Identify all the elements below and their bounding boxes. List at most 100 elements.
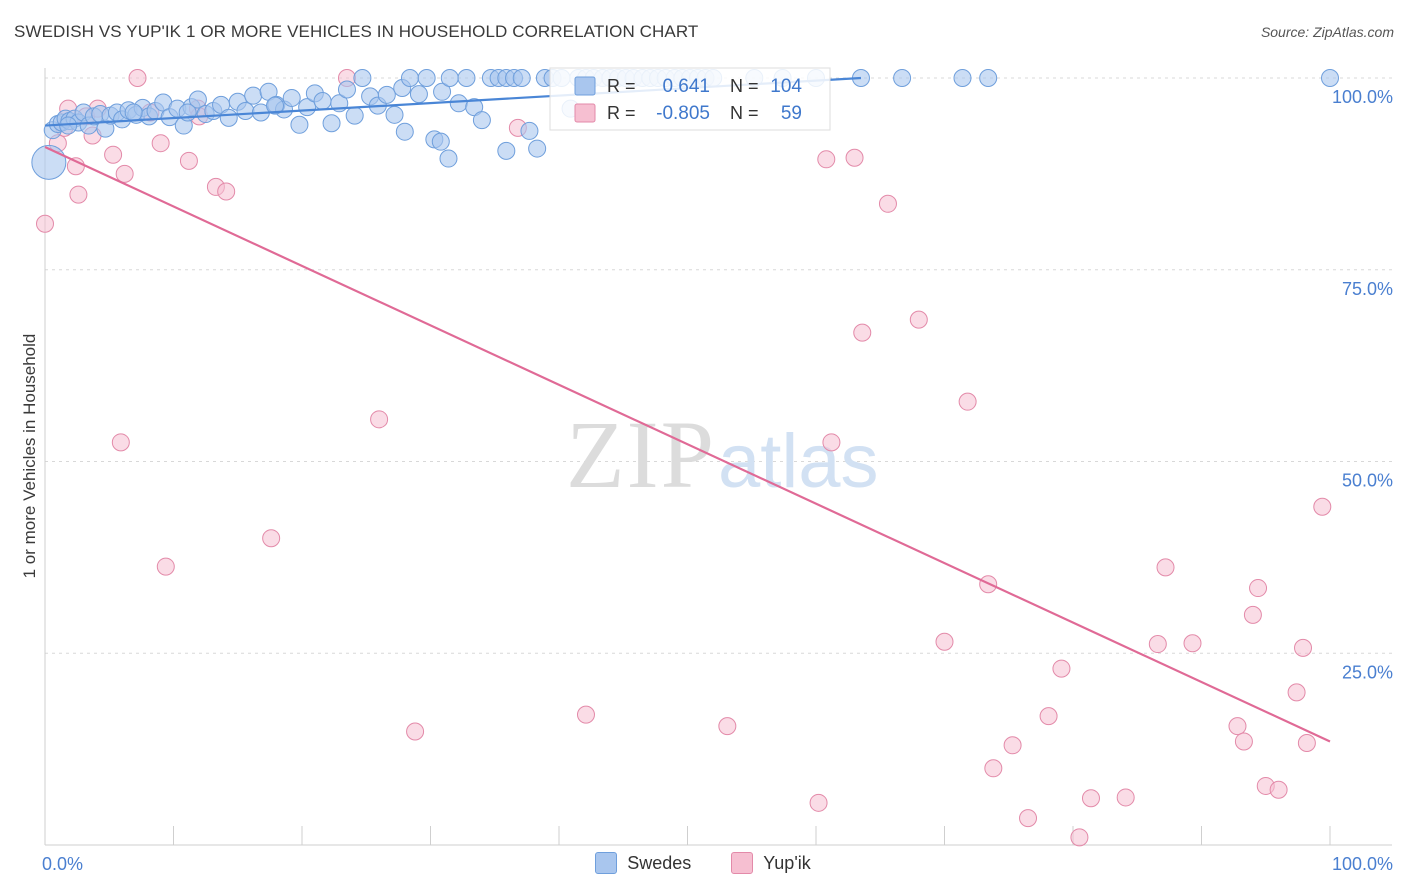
legend-label-swedes: Swedes: [627, 852, 692, 873]
swedes-point: [322, 114, 341, 133]
swedes-point: [377, 85, 396, 104]
y-axis-title: 1 or more Vehicles in Household: [20, 333, 39, 579]
chart-title: SWEDISH VS YUP'IK 1 OR MORE VEHICLES IN …: [14, 22, 699, 41]
legend-item-swedes[interactable]: Swedes: [595, 852, 691, 874]
watermark: ZIP atlas: [566, 401, 879, 508]
y-tick-label-2: 75.0%: [1342, 279, 1393, 299]
legend-label-yupik: Yup'ik: [763, 852, 811, 873]
stats-n-value-yupik: 59: [781, 103, 802, 124]
yupik-point: [1070, 828, 1089, 847]
swedes-point: [409, 85, 428, 104]
swedes-point: [400, 69, 419, 87]
yupik-point: [1294, 638, 1313, 657]
yupik-point: [111, 433, 130, 452]
swedes-point: [457, 69, 476, 87]
yupik-point: [1039, 707, 1058, 726]
stats-n-value-swedes: 104: [770, 76, 802, 97]
axes: [44, 68, 1392, 846]
swedes-point: [244, 86, 263, 105]
swedes-point: [953, 69, 972, 87]
swedes-point: [124, 103, 143, 122]
yupik-point: [809, 793, 828, 812]
stats-n-label-swedes: N =: [730, 76, 759, 96]
yupik-point: [1287, 683, 1306, 702]
yupik-point: [1269, 780, 1288, 799]
yupik-point: [1003, 736, 1022, 755]
yupik-point: [115, 164, 134, 183]
swedes-point: [219, 108, 238, 127]
legend: Swedes Yup'ik: [0, 852, 1406, 874]
source-label: Source: ZipAtlas.com: [1260, 24, 1394, 40]
yupik-point: [576, 705, 595, 724]
yupik-point: [217, 182, 236, 201]
yupik-point: [909, 310, 928, 329]
yupik-point: [151, 134, 170, 153]
swedes-point: [1321, 69, 1339, 87]
stats-box-bg: [549, 67, 831, 131]
yupik-point: [370, 410, 389, 429]
y-tick-label-0: 25.0%: [1342, 662, 1393, 682]
swedes-point: [345, 106, 364, 125]
yupik-point: [128, 69, 147, 87]
swedes-point: [236, 101, 255, 120]
yupik-point: [1052, 659, 1071, 678]
yupik-point: [822, 433, 841, 452]
yupik-point: [958, 392, 977, 411]
yupik-point: [935, 632, 954, 651]
swedes-point: [385, 105, 404, 124]
yupik-point: [1183, 634, 1202, 653]
y-tick-label-1: 50.0%: [1342, 471, 1393, 491]
swedes-point: [433, 82, 452, 101]
swedes-point: [395, 122, 414, 141]
swedes-point: [266, 96, 285, 115]
stats-r-value-swedes: 0.641: [662, 76, 710, 97]
yupik-point: [179, 151, 198, 170]
stats-r-label-swedes: R =: [607, 76, 636, 96]
yupik-point: [878, 194, 897, 213]
swedes-point: [313, 92, 332, 111]
swedes-point: [497, 141, 516, 160]
x-ticks: [173, 826, 1331, 845]
yupik-point: [1116, 788, 1135, 807]
swedes-point: [337, 80, 356, 99]
swedes-point: [417, 69, 436, 87]
swedes-point: [440, 69, 459, 87]
swedes-point: [290, 115, 309, 134]
y-tick-label-3: 100.0%: [1332, 87, 1393, 107]
yupik-point: [1081, 789, 1100, 808]
x-tick-label-1: 100.0%: [1332, 854, 1393, 874]
yupik-point: [1297, 733, 1316, 752]
legend-item-yupik[interactable]: Yup'ik: [731, 852, 811, 874]
swedes-point: [520, 121, 539, 140]
watermark-zip: ZIP: [566, 401, 716, 508]
swedes-point: [431, 132, 450, 151]
grid-lines: [45, 77, 1392, 654]
yupik-point: [156, 557, 175, 576]
yupik-point: [1148, 635, 1167, 654]
yupik-point: [1019, 809, 1038, 828]
x-tick-labels: 0.0% 100.0%: [42, 854, 1393, 874]
yupik-point: [104, 145, 123, 164]
stats-n-label-yupik: N =: [730, 103, 759, 123]
swedes-point: [31, 144, 67, 180]
swedes-point: [282, 88, 301, 107]
swedes-point: [512, 69, 531, 87]
yupik-point: [1313, 497, 1332, 516]
yupik-point: [853, 323, 872, 342]
yupik-trend-line: [44, 146, 1331, 743]
yupik-point: [36, 214, 54, 233]
y-tick-labels: 25.0% 50.0% 75.0% 100.0%: [1332, 87, 1393, 682]
yupik-point: [1249, 579, 1268, 598]
yupik-point: [1243, 605, 1262, 624]
swedes-point: [979, 69, 998, 87]
stats-swatch-swedes: [574, 76, 596, 96]
stats-r-value-yupik: -0.805: [656, 103, 710, 124]
yupik-point: [817, 150, 836, 169]
yupik-point: [718, 717, 737, 736]
watermark-atlas: atlas: [718, 419, 879, 504]
swedes-point: [472, 111, 491, 130]
swedes-point: [353, 69, 372, 87]
legend-swatch-swedes: [595, 852, 618, 874]
stats-r-label-yupik: R =: [607, 103, 636, 123]
